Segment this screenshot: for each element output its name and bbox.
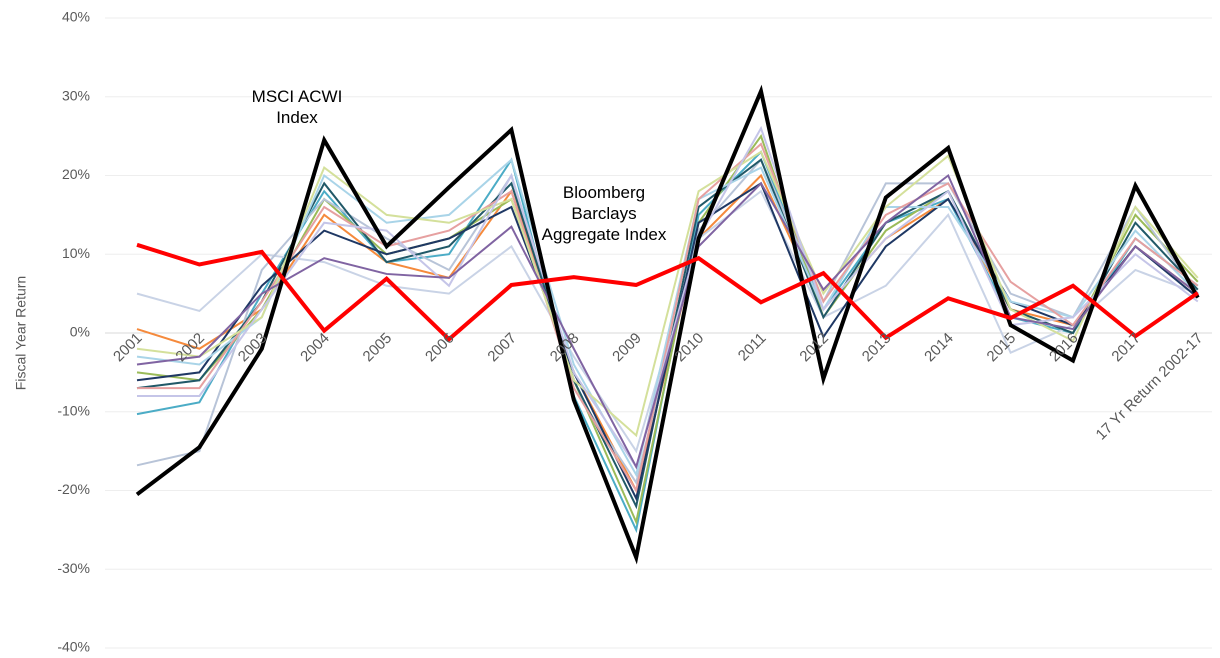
x-tick-label: 2011 [735, 330, 770, 365]
x-tick-label: 2012 [796, 330, 832, 366]
series-annotation: Bloomberg Barclays Aggregate Index [541, 183, 667, 244]
x-tick-label: 2004 [297, 330, 333, 366]
fund-line [137, 142, 1199, 494]
y-tick-label: 30% [62, 87, 90, 103]
y-axis-title: Fiscal Year Return [13, 276, 29, 390]
y-tick-label: -10% [57, 402, 90, 418]
y-tick-label: 10% [62, 245, 90, 261]
y-tick-label: 0% [70, 324, 90, 340]
fund-line [136, 157, 1199, 478]
y-tick-label: -20% [57, 481, 90, 497]
x-tick-label: 17 Yr Return 2002-17 [1093, 330, 1207, 444]
y-tick-label: -30% [57, 560, 90, 576]
fund-line [137, 125, 1199, 470]
x-tick-label: 2015 [984, 330, 1020, 366]
y-tick-label: 40% [62, 9, 90, 25]
x-tick-label: 2001 [110, 330, 146, 366]
x-tick-label: 2007 [484, 330, 520, 366]
index-line [135, 84, 1200, 565]
y-tick-label: -40% [57, 639, 90, 655]
y-tick-label: 20% [62, 166, 90, 182]
x-tick-label: 2005 [360, 330, 396, 366]
x-tick-label: 2014 [921, 330, 957, 366]
index-line [136, 242, 1199, 343]
fund-line [136, 173, 1199, 470]
x-tick-label: 2009 [609, 330, 645, 366]
x-tick-label: 2010 [672, 330, 708, 366]
series-annotation: MSCI ACWI Index [251, 87, 343, 127]
fund-line [136, 181, 1199, 502]
